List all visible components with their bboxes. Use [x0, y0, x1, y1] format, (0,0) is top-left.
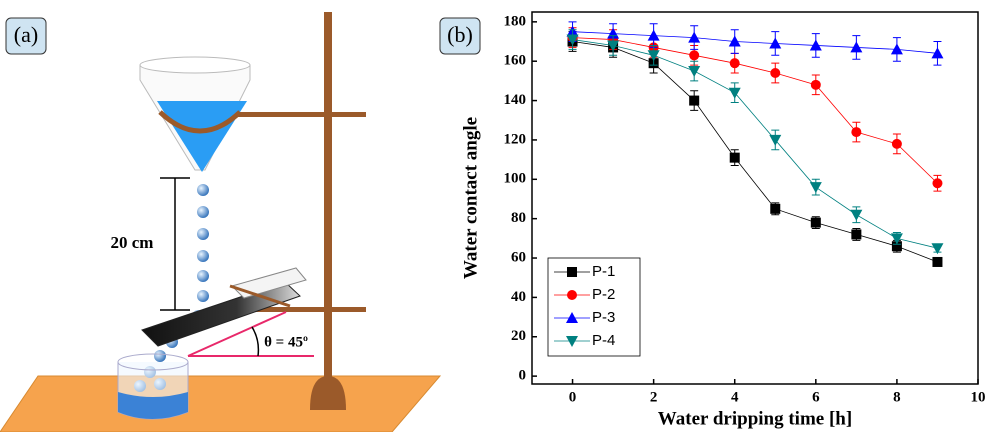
- marker: [932, 257, 942, 267]
- marker: [810, 182, 822, 193]
- marker: [688, 66, 700, 77]
- x-tick-label: 0: [569, 389, 577, 405]
- marker: [851, 127, 861, 137]
- distance-label: 20 cm: [111, 233, 154, 252]
- marker: [689, 50, 699, 60]
- legend-marker: [567, 267, 577, 277]
- table: [0, 376, 440, 432]
- funnel-rim: [140, 57, 250, 73]
- legend-label: P-4: [592, 332, 615, 349]
- marker: [850, 210, 862, 221]
- marker: [730, 153, 740, 163]
- angle-arc: [252, 327, 258, 356]
- y-tick-label: 140: [504, 92, 527, 108]
- marker: [689, 96, 699, 106]
- water-drops: [134, 184, 209, 392]
- series-line: [573, 38, 938, 184]
- marker: [770, 204, 780, 214]
- marker: [932, 178, 942, 188]
- y-tick-label: 100: [504, 171, 527, 187]
- marker: [892, 139, 902, 149]
- funnel-water: [157, 101, 247, 172]
- marker: [811, 218, 821, 228]
- upper-arm: [232, 112, 366, 117]
- legend-label: P-3: [592, 309, 615, 326]
- x-tick-label: 6: [812, 389, 820, 405]
- marker: [770, 68, 780, 78]
- marker: [851, 229, 861, 239]
- y-tick-label: 80: [511, 210, 526, 226]
- y-tick-label: 60: [511, 249, 526, 265]
- y-tick-label: 160: [504, 53, 527, 69]
- panel-label: (a): [14, 22, 38, 47]
- y-tick-label: 40: [511, 289, 526, 305]
- legend-label: P-2: [592, 286, 615, 303]
- x-tick-label: 2: [650, 389, 658, 405]
- marker: [811, 80, 821, 90]
- series-line: [573, 40, 938, 249]
- stand-rod: [324, 12, 332, 387]
- x-tick-label: 10: [971, 389, 986, 405]
- marker: [730, 58, 740, 68]
- y-tick-label: 180: [504, 13, 527, 29]
- y-tick-label: 0: [519, 368, 527, 384]
- panel-label: (b): [447, 22, 473, 47]
- legend-label: P-1: [592, 263, 615, 280]
- y-axis-title: Water contact angle: [460, 117, 481, 279]
- y-tick-label: 120: [504, 131, 527, 147]
- legend-marker: [567, 290, 577, 300]
- x-tick-label: 8: [893, 389, 901, 405]
- schematic: (a) 20 cm θ = 45º: [0, 12, 440, 432]
- figure: (a) 20 cm θ = 45º: [0, 0, 994, 432]
- y-tick-label: 20: [511, 328, 526, 344]
- chart: (b) Water contact angle Water dripping t…: [440, 12, 986, 429]
- angle-label: θ = 45º: [264, 334, 308, 350]
- marker: [931, 243, 943, 254]
- series-line: [573, 42, 938, 262]
- x-tick-label: 4: [731, 389, 739, 405]
- x-axis-title: Water dripping time [h]: [658, 408, 852, 429]
- dimension-line: [160, 178, 190, 310]
